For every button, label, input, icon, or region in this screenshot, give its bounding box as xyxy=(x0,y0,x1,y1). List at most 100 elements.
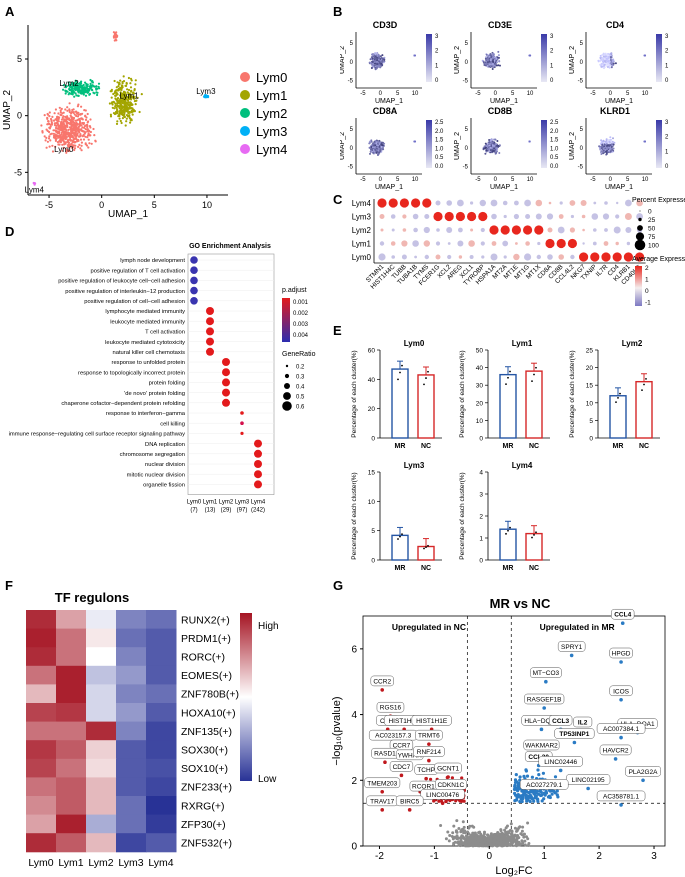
feature-point xyxy=(611,150,614,153)
volcano-point xyxy=(459,830,463,834)
umap-point xyxy=(90,142,93,145)
umap-point xyxy=(74,144,77,147)
gene-label: RASGEF1B xyxy=(527,697,562,704)
dot xyxy=(491,241,497,246)
umap-point xyxy=(82,92,85,95)
dot xyxy=(612,252,622,262)
umap-point xyxy=(64,86,67,89)
umap-point xyxy=(86,136,89,139)
umap-point xyxy=(77,111,80,114)
y-tick-label: 0 xyxy=(350,60,354,66)
gene-label-box xyxy=(370,675,394,687)
umap-point xyxy=(132,96,136,99)
feature-plot: CD8B -5 0 5 10 5 0 -5 UMAP_1 UMAP_2 2.5 2.0 1.5 1.0 0.… xyxy=(454,106,559,191)
umap-point xyxy=(120,108,123,112)
volcano-point xyxy=(521,825,525,829)
gene-label: TCHP xyxy=(417,767,435,774)
umap-point xyxy=(84,81,87,84)
generatio-dot xyxy=(283,392,291,400)
go-term-label: leukocyte mediated cytotoxicity xyxy=(105,340,185,346)
umap-point xyxy=(131,103,134,106)
volcano-point xyxy=(550,792,554,796)
umap-point xyxy=(116,120,119,123)
umap-point xyxy=(122,75,125,78)
dot xyxy=(457,199,464,207)
umap-point xyxy=(75,114,78,118)
umap-point xyxy=(130,79,133,82)
feature-point xyxy=(610,146,613,148)
umap-point xyxy=(121,86,124,89)
feature-point xyxy=(484,57,487,60)
size-legend-dot xyxy=(634,239,646,251)
umap-point xyxy=(71,132,75,135)
umap-point xyxy=(48,130,51,134)
go-term-label: response to topologically incorrect prot… xyxy=(78,370,185,376)
feature-point xyxy=(376,52,379,54)
dot xyxy=(490,253,498,261)
feature-point xyxy=(614,62,617,65)
heatmap-cell xyxy=(26,833,57,853)
umap-point xyxy=(86,89,89,92)
colorbar-tick: 3 xyxy=(550,34,554,40)
volcano-point xyxy=(494,843,498,847)
generatio-dot xyxy=(282,401,292,411)
umap-point xyxy=(58,143,61,146)
dot xyxy=(435,241,441,246)
plot-frame xyxy=(187,253,275,495)
dot xyxy=(615,241,619,246)
gene-label: LINC02195 xyxy=(572,777,605,784)
heatmap-cell xyxy=(26,610,57,630)
gene-label-box xyxy=(538,756,583,767)
heatmap-cell xyxy=(86,796,117,816)
volcano-point xyxy=(454,799,458,803)
heatmap-cell xyxy=(56,814,87,834)
feature-point xyxy=(370,149,372,152)
data-point xyxy=(641,389,643,392)
dot xyxy=(379,241,385,246)
x-tick-label: 0 xyxy=(609,177,613,183)
feature-point xyxy=(488,139,491,141)
generatio-label: 0.3 xyxy=(296,375,305,381)
dot xyxy=(458,255,463,259)
volcano-point xyxy=(517,826,521,830)
umap-point xyxy=(85,90,88,93)
feature-point xyxy=(607,60,610,62)
data-point xyxy=(401,364,403,367)
legend-label: Lym4 xyxy=(256,142,287,157)
umap-point xyxy=(51,150,55,153)
dot xyxy=(481,255,485,259)
go-dot xyxy=(222,378,230,387)
y-tick-label: 5 xyxy=(350,127,354,133)
umap-point xyxy=(79,113,82,116)
cluster-label: Lym1 xyxy=(203,500,218,506)
gene-label: LINC00476 xyxy=(426,792,459,799)
y-tick-label: 0 xyxy=(17,111,22,121)
umap-point xyxy=(65,150,68,153)
feature-point xyxy=(496,140,499,142)
gene-label-box xyxy=(596,723,646,734)
dot xyxy=(377,198,387,208)
x-axis-label: UMAP_1 xyxy=(605,98,633,105)
heatmap-cell xyxy=(146,647,177,667)
gene-title: KLRD1 xyxy=(600,106,630,116)
go-term-label: 'de novo' protein folding xyxy=(124,391,185,397)
volcano-point xyxy=(454,830,458,834)
volcano-point xyxy=(457,843,461,847)
umap-point xyxy=(53,112,56,115)
dot xyxy=(503,255,507,259)
umap-point xyxy=(112,112,116,115)
dot xyxy=(514,200,519,206)
volcano-point xyxy=(461,827,464,831)
umap-point xyxy=(86,130,89,133)
volcano-point xyxy=(528,799,532,804)
umap-point xyxy=(119,88,122,91)
umap-point xyxy=(78,117,81,121)
heatmap-cell xyxy=(26,703,57,723)
umap-point xyxy=(76,115,80,118)
gene-label: TP53INP1 xyxy=(559,731,589,738)
umap-point xyxy=(87,132,90,135)
gene-label-box xyxy=(364,777,401,789)
umap-point xyxy=(95,91,98,94)
colorbar-tick: 3 xyxy=(665,120,669,126)
